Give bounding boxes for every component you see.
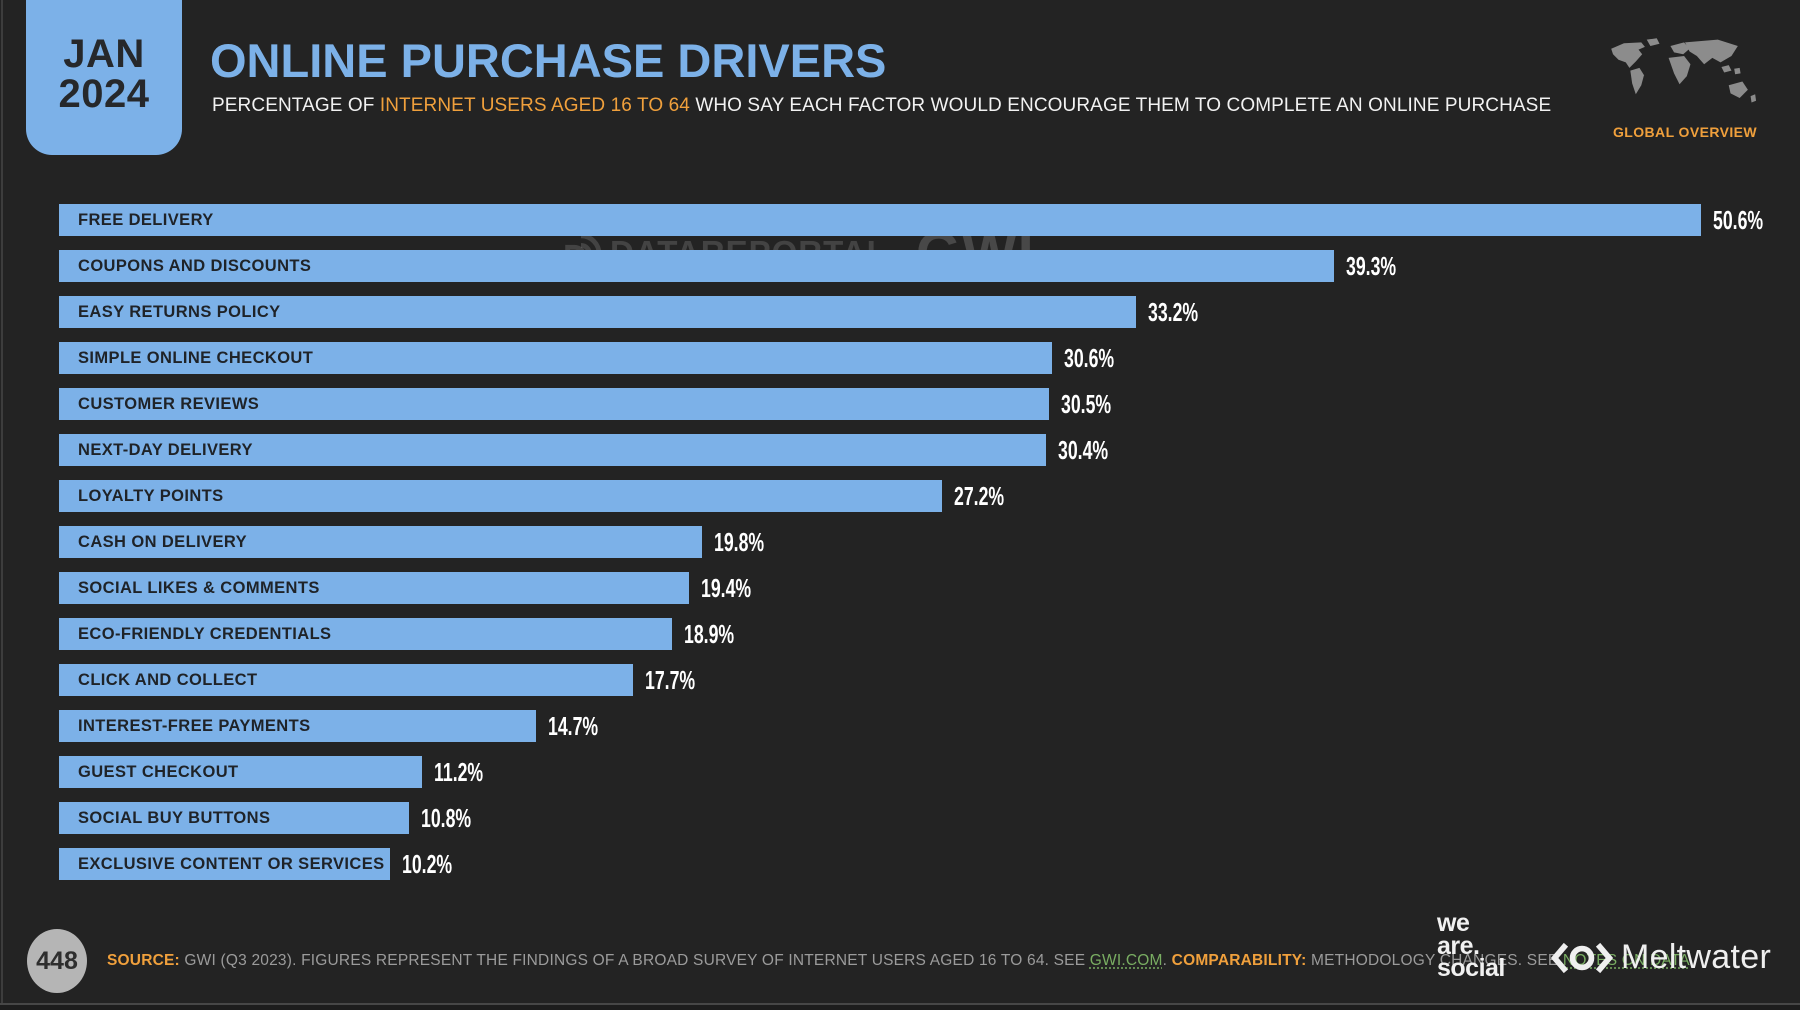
bar-label: ECO-FRIENDLY CREDENTIALS: [78, 624, 332, 643]
bar-value: 14.7%: [548, 710, 599, 741]
bar-value: 11.2%: [434, 756, 484, 787]
we-are-social-logo: we are. social: [1437, 909, 1505, 982]
bar-row: LOYALTY POINTS 27.2%: [59, 480, 1740, 512]
bar: LOYALTY POINTS: [59, 480, 942, 512]
bar-row: INTEREST-FREE PAYMENTS 14.7%: [59, 710, 1740, 742]
bar-label: INTEREST-FREE PAYMENTS: [78, 716, 311, 735]
comparability-text: METHODOLOGY CHANGES. SEE: [1306, 952, 1563, 969]
source-note: SOURCE: GWI (Q3 2023). FIGURES REPRESENT…: [107, 952, 1694, 970]
bar-row: CLICK AND COLLECT 17.7%: [59, 664, 1740, 696]
subtitle-prefix: PERCENTAGE OF: [212, 95, 380, 116]
bar-row: SOCIAL LIKES & COMMENTS 19.4%: [59, 572, 1740, 604]
bar: CASH ON DELIVERY: [59, 526, 702, 558]
page-number-badge: 448: [27, 929, 87, 993]
we-are-social-line3: social: [1437, 954, 1505, 982]
bar-label: LOYALTY POINTS: [78, 486, 224, 505]
source-label: SOURCE:: [107, 952, 180, 969]
bar-row: EXCLUSIVE CONTENT OR SERVICES 10.2%: [59, 848, 1740, 880]
window-bottom-edge: [0, 1003, 1800, 1010]
bar-label: GUEST CHECKOUT: [78, 762, 239, 781]
bar-row: FREE DELIVERY 50.6%: [59, 204, 1763, 236]
bar-value: 33.2%: [1148, 296, 1199, 327]
bar-label: EXCLUSIVE CONTENT OR SERVICES: [78, 854, 385, 873]
bar-row: EASY RETURNS POLICY 33.2%: [59, 296, 1740, 328]
we-are-social-line1: we: [1437, 909, 1470, 937]
region-indicator: GLOBAL OVERVIEW: [1601, 36, 1769, 140]
bar-row: CASH ON DELIVERY 19.8%: [59, 526, 1740, 558]
bar-value: 30.4%: [1057, 434, 1108, 465]
bar-value: 10.8%: [421, 802, 472, 833]
bar-row: CUSTOMER REVIEWS 30.5%: [59, 388, 1740, 420]
bar-row: SIMPLE ONLINE CHECKOUT 30.6%: [59, 342, 1740, 374]
notes-on-data-link[interactable]: NOTES ON DATA: [1562, 952, 1690, 969]
source-mid-text: .: [1162, 952, 1172, 969]
bar-value: 39.3%: [1346, 250, 1397, 281]
bar: GUEST CHECKOUT: [59, 756, 423, 788]
page-title: ONLINE PURCHASE DRIVERS: [210, 34, 887, 87]
bar: COUPONS AND DISCOUNTS: [59, 250, 1335, 282]
bar: EASY RETURNS POLICY: [59, 296, 1137, 328]
date-badge: JAN 2024: [26, 0, 182, 155]
bar-value: 10.2%: [402, 848, 453, 879]
meltwater-logo: Meltwater: [1550, 938, 1771, 977]
bar-row: GUEST CHECKOUT 11.2%: [59, 756, 1740, 788]
bar: FREE DELIVERY: [59, 204, 1702, 236]
bar: CUSTOMER REVIEWS: [59, 388, 1049, 420]
bar-row: ECO-FRIENDLY CREDENTIALS 18.9%: [59, 618, 1740, 650]
bar: CLICK AND COLLECT: [59, 664, 634, 696]
subtitle-highlight: INTERNET USERS AGED 16 TO 64: [379, 95, 690, 116]
bar: NEXT-DAY DELIVERY: [59, 434, 1046, 466]
we-are-social-line2: are.: [1437, 931, 1480, 960]
world-map-icon: [1611, 38, 1757, 103]
bar-label: FREE DELIVERY: [78, 210, 214, 229]
bar-value: 19.4%: [700, 572, 751, 603]
bar-value: 50.6%: [1713, 204, 1764, 235]
bar-value: 19.8%: [713, 526, 764, 557]
bar-label: NEXT-DAY DELIVERY: [78, 440, 253, 459]
bar-chart: FREE DELIVERY 50.6% COUPONS AND DISCOUNT…: [59, 204, 1763, 880]
date-badge-year: 2024: [58, 72, 150, 116]
bar-row: NEXT-DAY DELIVERY 30.4%: [59, 434, 1740, 466]
page-subtitle: PERCENTAGE OF INTERNET USERS AGED 16 TO …: [212, 95, 1551, 117]
bar: EXCLUSIVE CONTENT OR SERVICES: [59, 848, 390, 880]
source-text: GWI (Q3 2023). FIGURES REPRESENT THE FIN…: [179, 952, 1090, 969]
comparability-label: COMPARABILITY:: [1171, 952, 1307, 969]
bar-value: 17.7%: [645, 664, 696, 695]
bar-row: COUPONS AND DISCOUNTS 39.3%: [59, 250, 1740, 282]
bar-label: CUSTOMER REVIEWS: [78, 394, 260, 413]
bar-label: SIMPLE ONLINE CHECKOUT: [78, 348, 314, 367]
date-badge-month: JAN: [63, 32, 145, 76]
bar-label: COUPONS AND DISCOUNTS: [78, 256, 312, 275]
bar: SIMPLE ONLINE CHECKOUT: [59, 342, 1053, 374]
bar-value: 30.5%: [1060, 388, 1111, 419]
gwi-link[interactable]: GWI.COM: [1089, 952, 1163, 969]
bar: SOCIAL BUY BUTTONS: [59, 802, 410, 834]
meltwater-wordmark: Meltwater: [1621, 938, 1772, 976]
region-label: GLOBAL OVERVIEW: [1613, 124, 1757, 140]
bar-label: SOCIAL LIKES & COMMENTS: [78, 578, 320, 597]
source-end-text: .: [1689, 952, 1695, 969]
meltwater-eye-icon: [1550, 942, 1614, 973]
bar-value: 18.9%: [684, 618, 735, 649]
bar-value: 30.6%: [1064, 342, 1115, 373]
bar-label: SOCIAL BUY BUTTONS: [78, 808, 271, 827]
bar-label: CLICK AND COLLECT: [78, 670, 258, 689]
bar-label: CASH ON DELIVERY: [78, 532, 247, 551]
bar-row: SOCIAL BUY BUTTONS 10.8%: [59, 802, 1740, 834]
bar: SOCIAL LIKES & COMMENTS: [59, 572, 689, 604]
subtitle-suffix: WHO SAY EACH FACTOR WOULD ENCOURAGE THEM…: [689, 95, 1552, 116]
window-left-edge: [1, 0, 3, 1010]
page-number: 448: [36, 946, 78, 975]
bar: INTEREST-FREE PAYMENTS: [59, 710, 537, 742]
bar: ECO-FRIENDLY CREDENTIALS: [59, 618, 673, 650]
bar-value: 27.2%: [953, 480, 1004, 511]
bar-label: EASY RETURNS POLICY: [78, 302, 281, 321]
